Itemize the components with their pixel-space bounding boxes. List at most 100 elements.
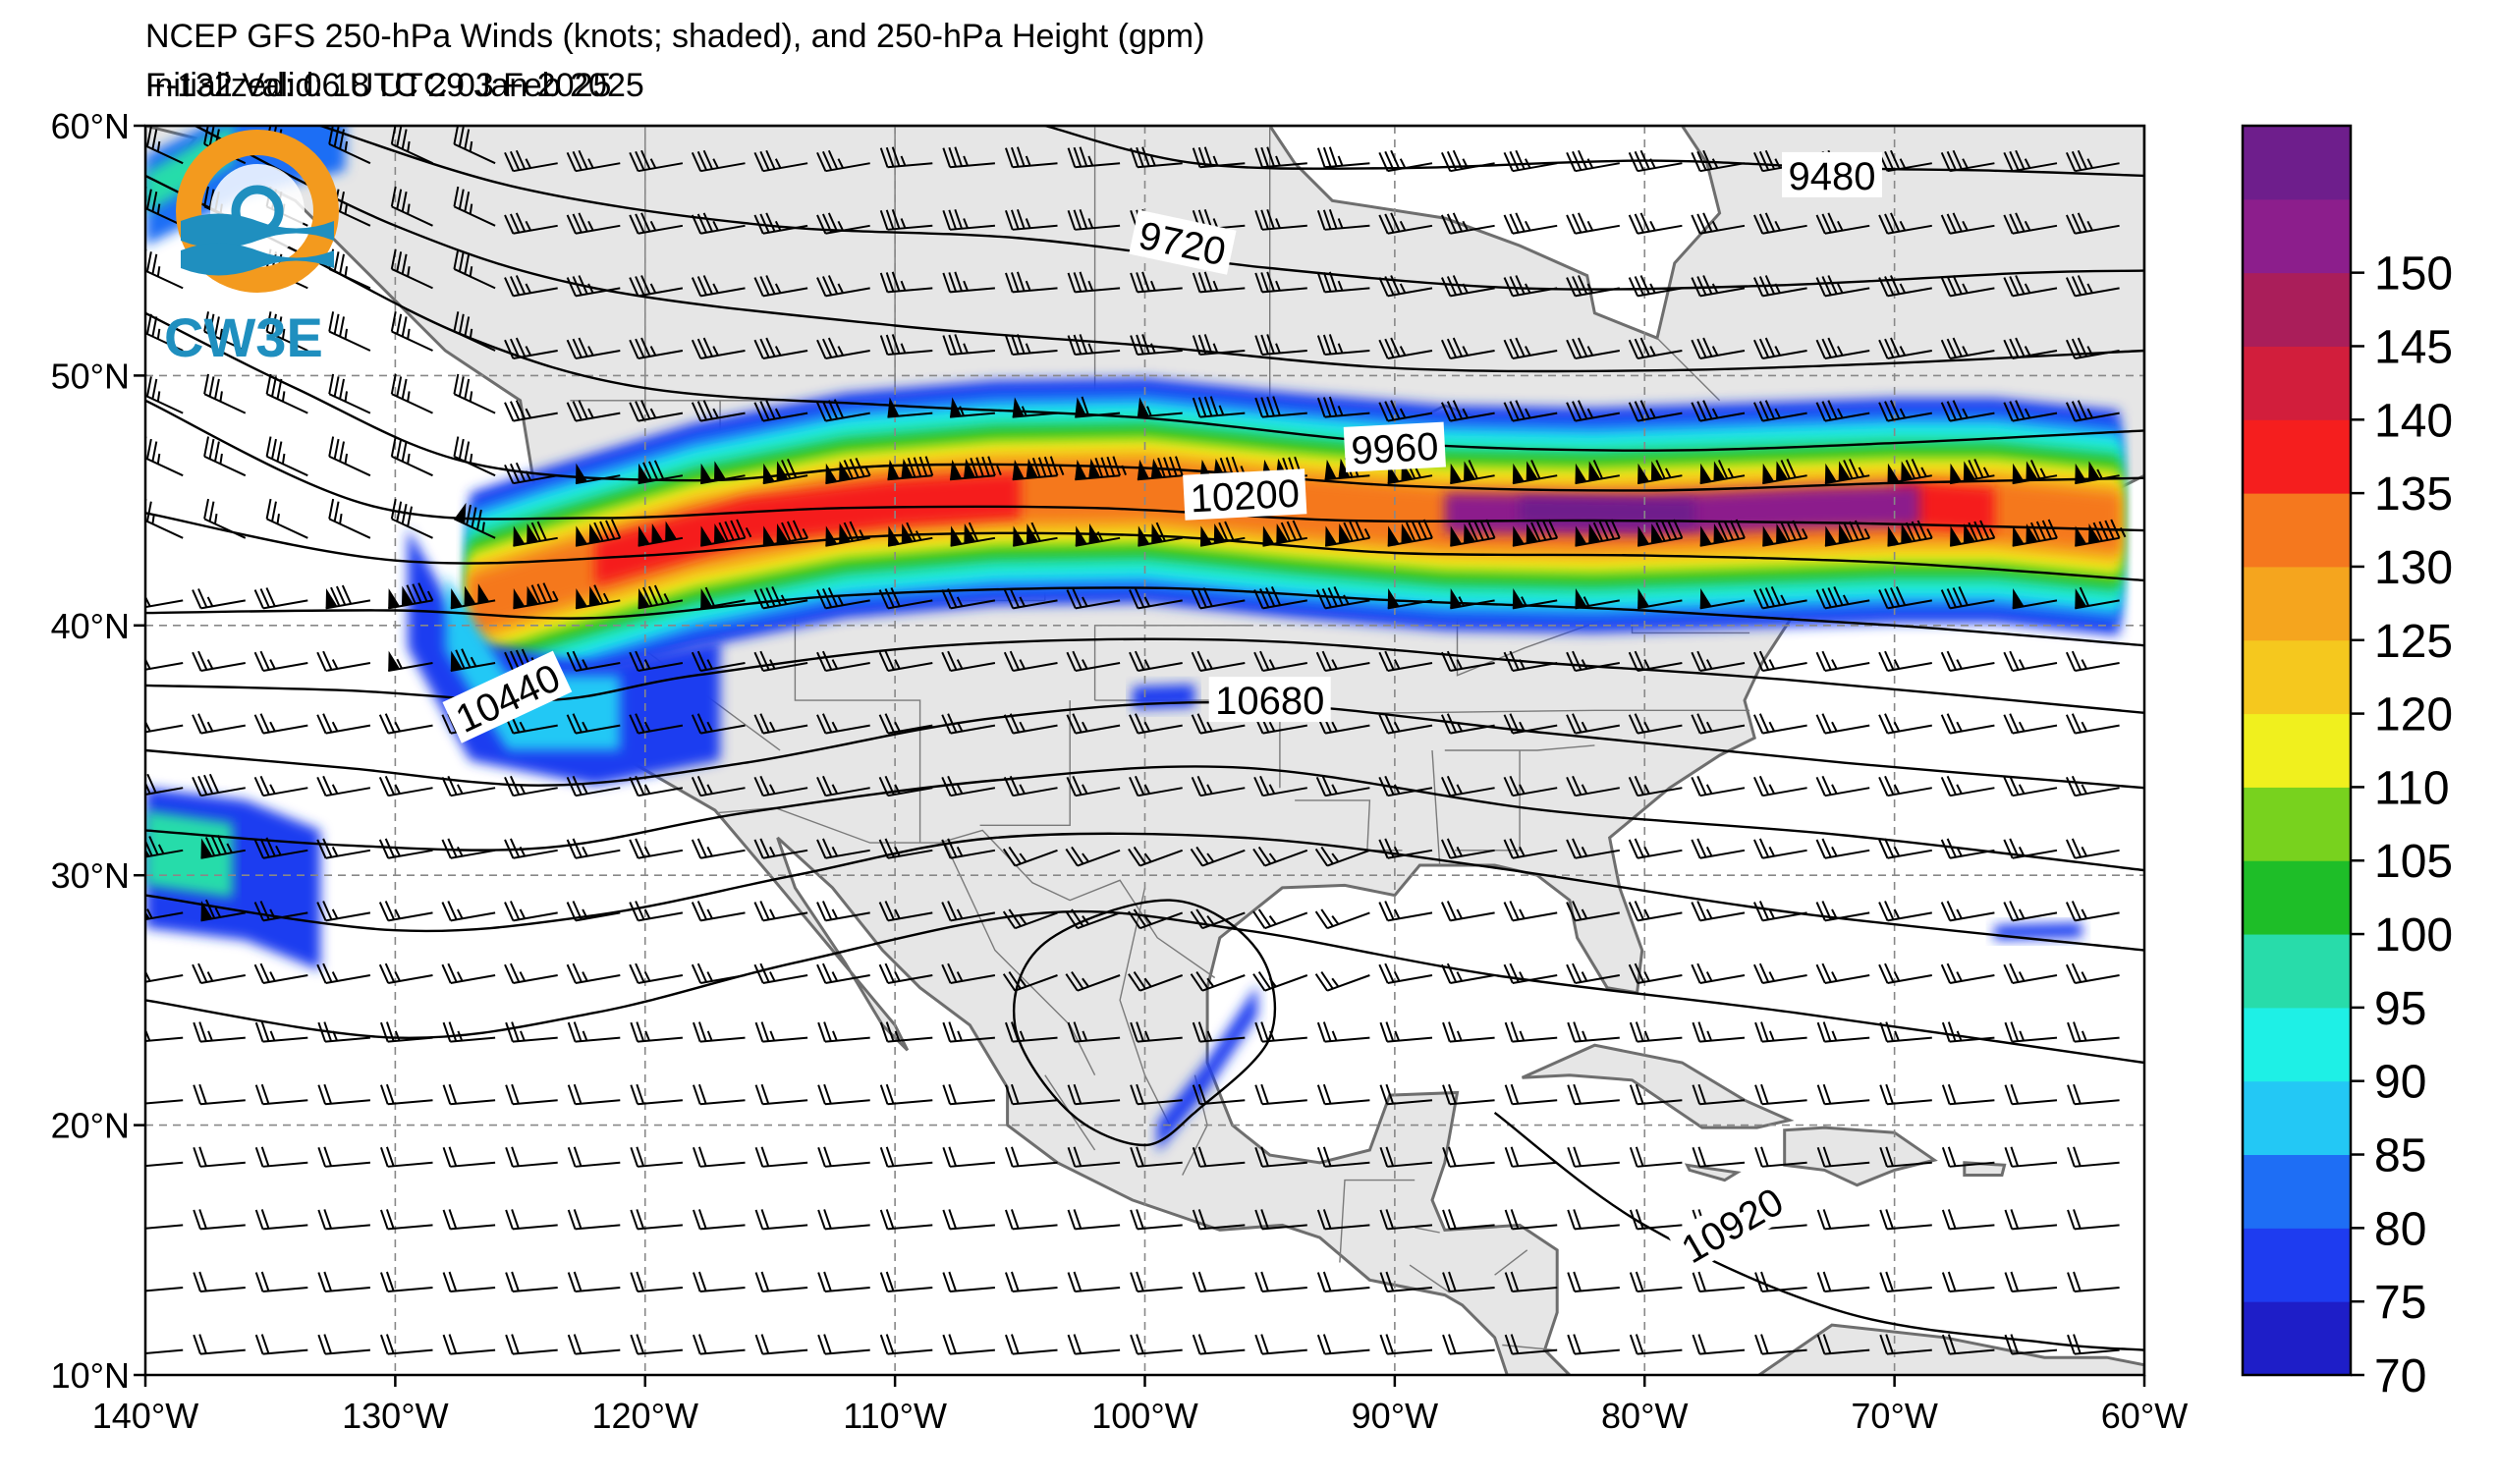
wind-barb [567, 1271, 621, 1293]
wind-barb [1378, 901, 1433, 922]
wind-barb [1067, 1083, 1121, 1106]
wind-barb [754, 1021, 808, 1043]
wind-barb [1878, 713, 1932, 735]
admin-border [1444, 744, 1595, 751]
wind-barb [1815, 713, 1870, 735]
wind-barb [1940, 901, 1995, 922]
wind-barb [753, 650, 808, 672]
wind-barb [1824, 459, 1870, 485]
wind-barb [1314, 846, 1370, 867]
wind-barb [1629, 1021, 1683, 1043]
wind-barb [1192, 1209, 1246, 1231]
wind-barb [630, 1334, 683, 1355]
lat-tick-label: 50°N [51, 356, 130, 396]
height-contour [1044, 126, 2144, 178]
wind-barb [1878, 337, 1932, 359]
wind-barb [1316, 1146, 1370, 1168]
wind-barb [1066, 775, 1121, 797]
wind-barb [1192, 334, 1246, 357]
wind-barb [203, 498, 247, 539]
wind-barb [504, 838, 558, 859]
wind-barb [879, 334, 933, 357]
wind-barb [878, 775, 933, 797]
wind-barb [1252, 971, 1308, 992]
colorbar-segment [2243, 566, 2351, 641]
wind-barb [1440, 275, 1495, 298]
wind-barb [566, 838, 621, 859]
wind-barb [567, 1334, 621, 1355]
wind-barb [1504, 1146, 1558, 1168]
wind-barb [629, 838, 684, 859]
wind-barb [1815, 586, 1870, 610]
wind-barb [1450, 519, 1496, 547]
wind-barb [1378, 713, 1433, 735]
wind-barb [1190, 846, 1246, 867]
wind-barb [1316, 1209, 1370, 1231]
wind-barb [192, 588, 246, 610]
wind-barb [253, 713, 308, 735]
lon-tick-label: 140°W [92, 1396, 198, 1436]
wind-barb [1628, 713, 1683, 735]
wind-barb [1005, 1021, 1058, 1043]
wind-barb [942, 208, 995, 231]
admin-border [1119, 887, 1171, 1126]
wind-barb [753, 775, 808, 797]
wind-barb [1628, 400, 1683, 422]
chart-title: NCEP GFS 250-hPa Winds (knots; shaded), … [145, 18, 1205, 55]
wind-barb [566, 400, 621, 422]
wind-barb [816, 650, 870, 672]
wind-barb [453, 186, 496, 227]
wind-barb [2075, 586, 2120, 610]
wind-barb [2003, 275, 2058, 298]
height-contour [145, 399, 2144, 532]
wind-barb [1691, 212, 1746, 235]
wind-barb [505, 1334, 558, 1355]
wind-barb [505, 1209, 558, 1231]
admin-border [1454, 750, 1521, 852]
wind-barb [1699, 519, 1746, 547]
wind-barb [1262, 520, 1307, 547]
wind-barb [1379, 1271, 1433, 1293]
wind-barb [1949, 459, 1995, 485]
wind-barb [1628, 149, 1683, 173]
wind-barb [2004, 1271, 2058, 1293]
wind-barb [879, 208, 933, 231]
colorbar-label: 105 [2374, 836, 2453, 888]
wind-barb [2065, 962, 2120, 984]
wind-barb [1378, 838, 1433, 859]
wind-barb [1629, 1083, 1683, 1106]
wind-barb [1314, 971, 1370, 992]
wind-barb [1575, 519, 1621, 547]
wind-barb [1130, 146, 1183, 169]
wind-barb [1378, 962, 1433, 984]
wind-barb [878, 901, 933, 922]
wind-barb [887, 522, 933, 547]
wind-barb [1752, 838, 1807, 859]
admin-border [794, 575, 921, 844]
lat-tick-label: 10°N [51, 1355, 130, 1396]
wind-barb [1450, 587, 1495, 610]
wind-barb [1003, 588, 1058, 610]
colorbar-label: 70 [2374, 1350, 2426, 1402]
wind-barb [1254, 1334, 1307, 1355]
wind-barb [390, 186, 433, 227]
colorbar-label: 145 [2374, 321, 2453, 373]
colorbar-label: 85 [2374, 1130, 2426, 1182]
wind-barb [2075, 519, 2127, 547]
wind-barb [1503, 962, 1558, 984]
wind-barb [879, 1083, 933, 1106]
wind-barb [1824, 520, 1871, 547]
wind-barb [879, 1271, 933, 1293]
wind-barb [1191, 713, 1246, 735]
wind-barb [691, 400, 746, 422]
wind-barb [1816, 1209, 1870, 1231]
wind-barb [203, 436, 247, 477]
wind-barb [879, 1146, 933, 1168]
wind-barb [1503, 275, 1558, 298]
wind-barb [442, 1209, 496, 1231]
wind-barb [1067, 1146, 1121, 1168]
wind-barb [1752, 586, 1807, 610]
wind-barb [504, 337, 558, 359]
wind-barb [453, 248, 496, 290]
wind-barb [328, 126, 371, 165]
